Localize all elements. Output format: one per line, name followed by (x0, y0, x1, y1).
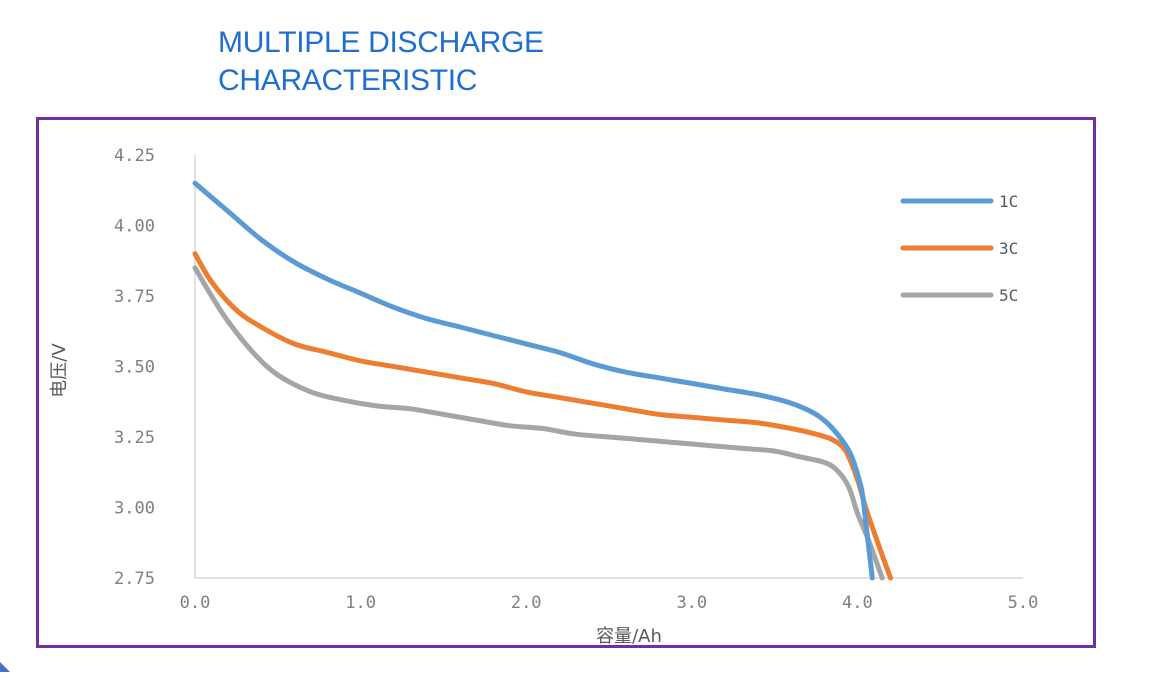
corner-decoration (0, 662, 10, 672)
y-tick-label: 3.75 (114, 287, 155, 307)
x-tick-label: 3.0 (676, 593, 707, 613)
chart-title-line-2: CHARACTERISTIC (218, 64, 478, 97)
legend-label-3C: 3C (999, 239, 1018, 258)
x-axis-title: 容量/Ah (596, 626, 662, 645)
x-tick-label: 4.0 (842, 593, 873, 613)
x-tick-label: 0.0 (180, 593, 211, 613)
discharge-chart: 2.75 3.00 3.25 3.50 3.75 4.00 4.25 0.0 1.0 2.0 3.0… (49, 146, 1039, 645)
legend-label-5C: 5C (999, 286, 1018, 305)
y-tick-label: 3.25 (114, 428, 155, 448)
series-line-5C (192, 265, 885, 581)
x-tick-label: 5.0 (1008, 593, 1039, 613)
series-line-3C (192, 251, 893, 581)
chart-title-line-1: MULTIPLE DISCHARGE (218, 26, 544, 59)
chart-frame: 2.75 3.00 3.25 3.50 3.75 4.00 4.25 0.0 1.0 2.0 3.0… (36, 117, 1096, 648)
y-tick-label: 4.00 (114, 217, 155, 237)
y-tick-label: 2.75 (114, 569, 155, 589)
series-line-1C (192, 180, 875, 581)
chart-title: MULTIPLE DISCHARGE CHARACTERISTIC (218, 24, 698, 100)
x-tick-label: 2.0 (511, 593, 542, 613)
y-tick-label: 3.50 (114, 358, 155, 378)
y-tick-label: 3.00 (114, 499, 155, 519)
y-tick-label: 4.25 (114, 146, 155, 166)
x-tick-label: 1.0 (345, 593, 376, 613)
legend-label-1C: 1C (999, 192, 1018, 211)
y-axis-title: 电压/V (49, 343, 70, 398)
